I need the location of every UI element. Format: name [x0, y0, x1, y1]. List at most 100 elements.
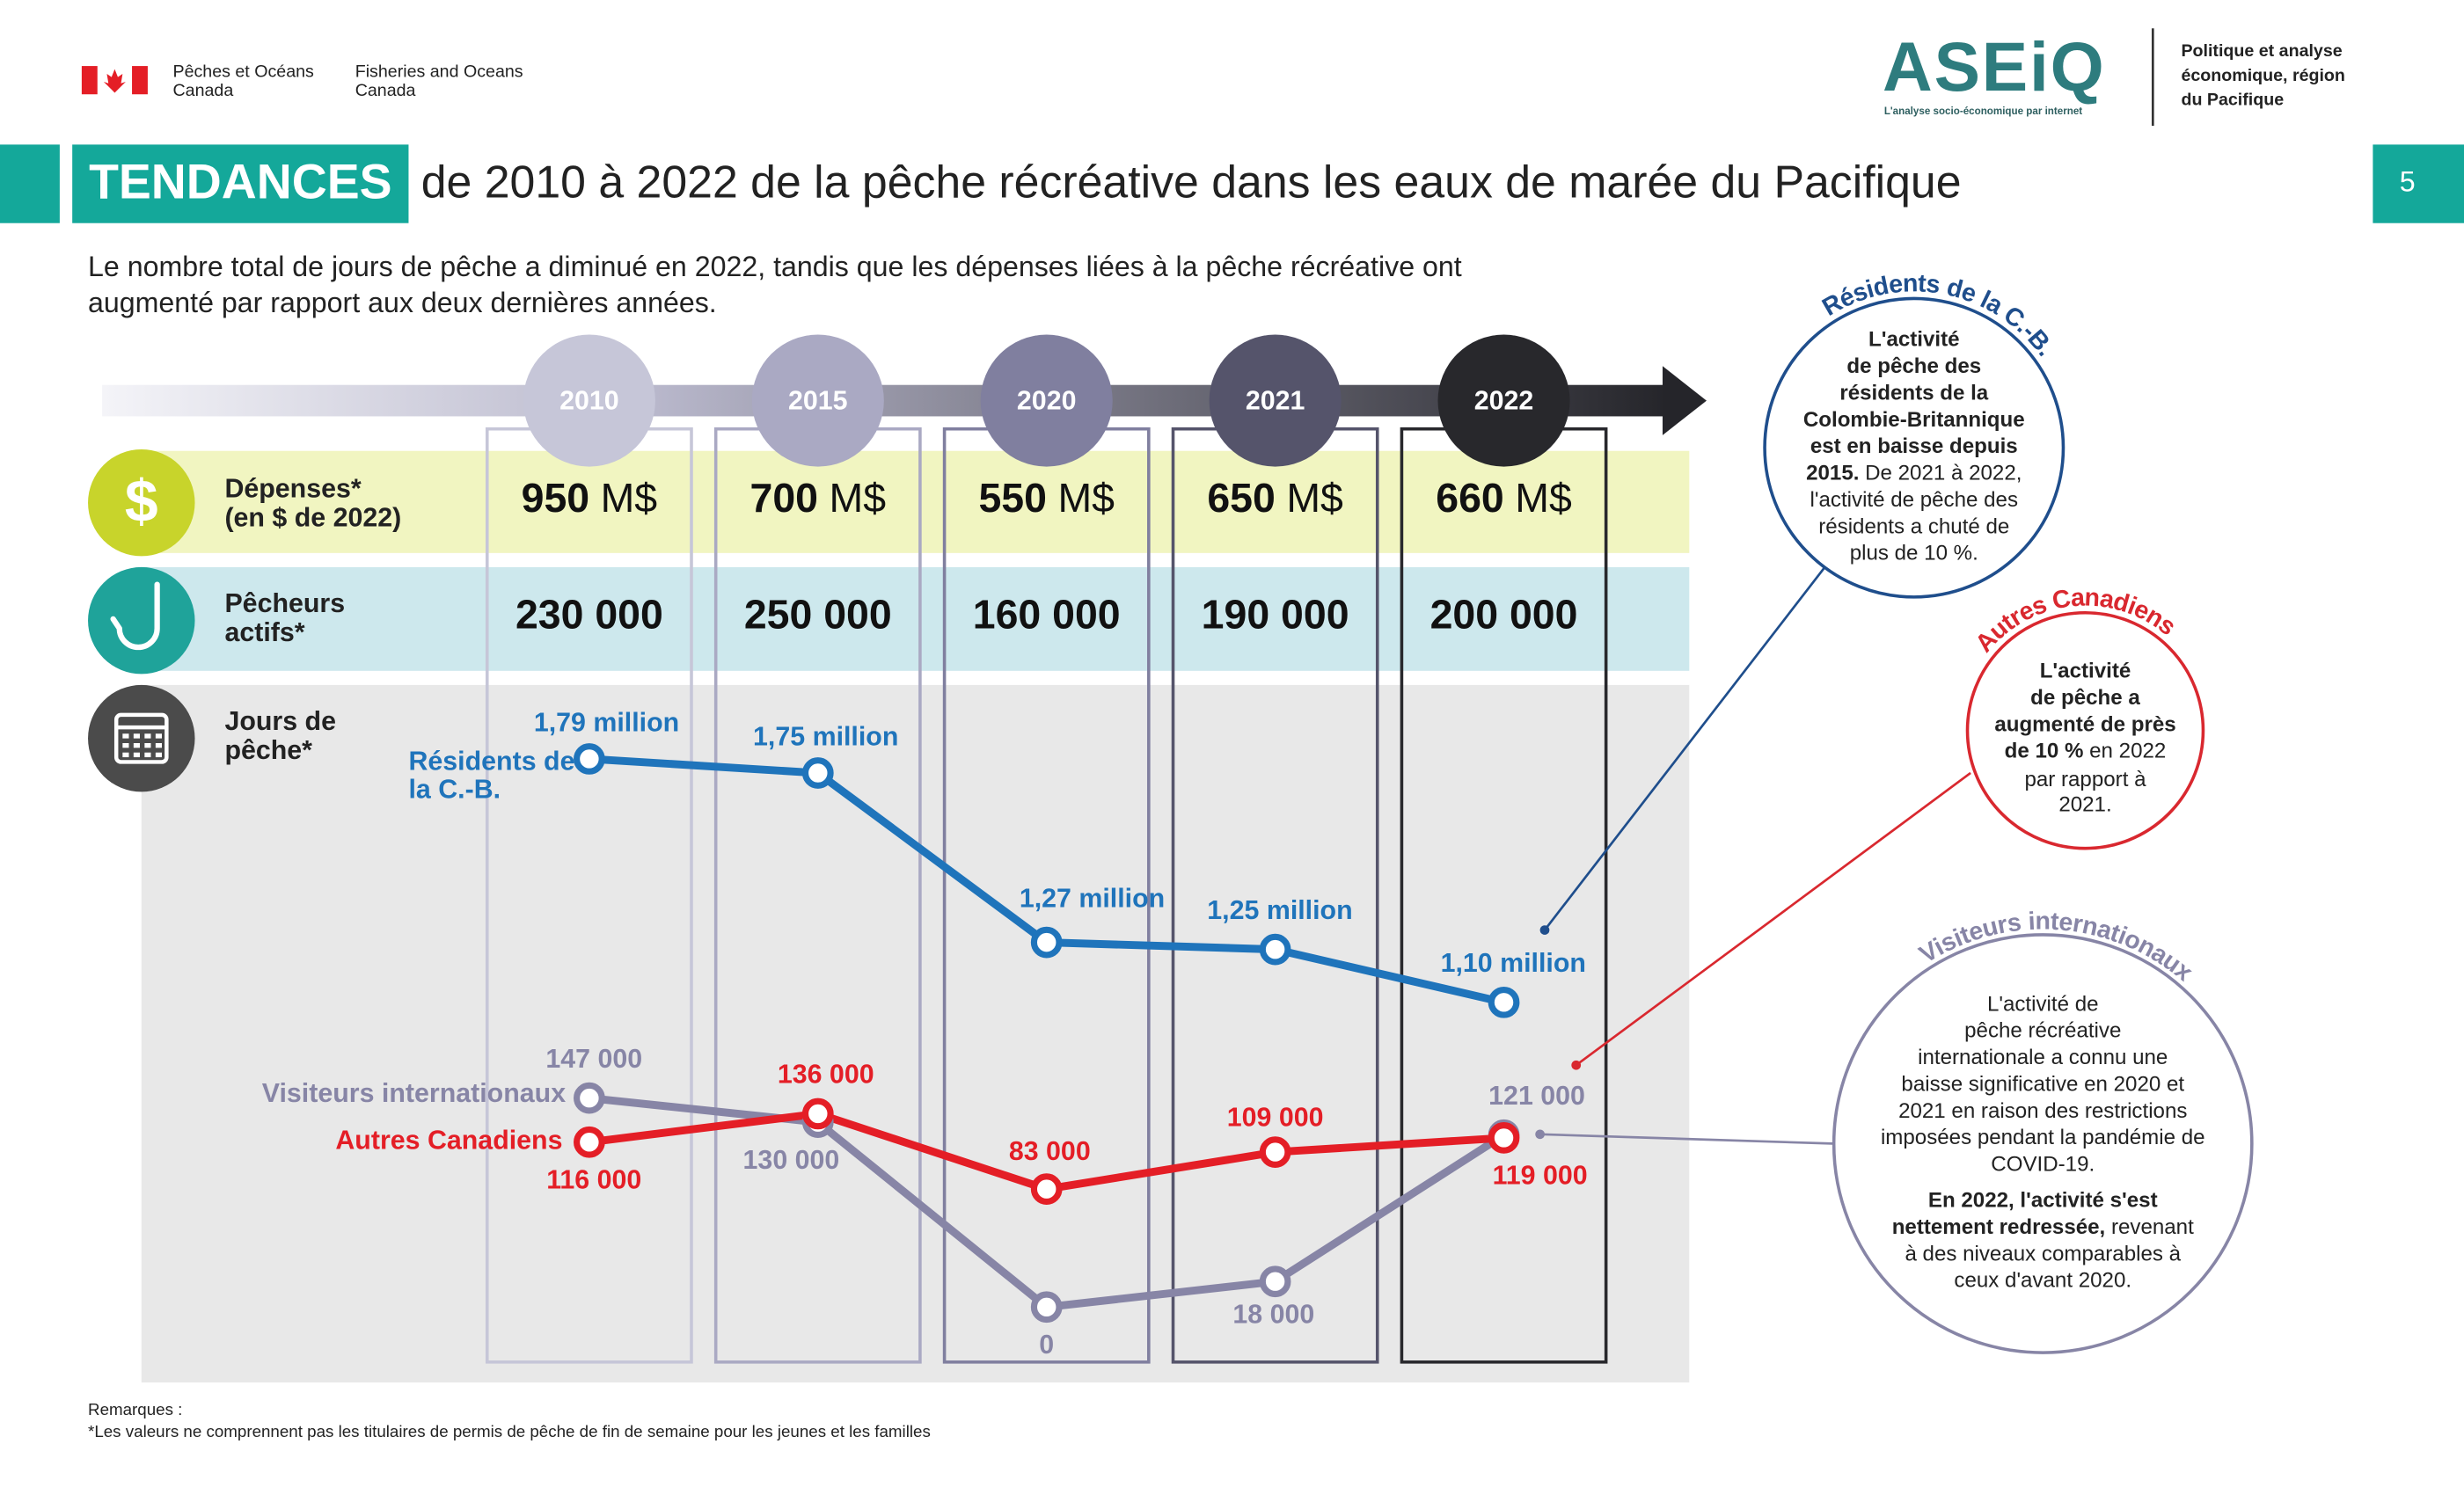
callout-segment: L'activité — [1868, 328, 1960, 352]
callout-line: COVID-19. — [1991, 1153, 2095, 1177]
data-label: 83 000 — [1009, 1137, 1091, 1166]
callout-segment: de pêche a — [2030, 686, 2140, 710]
callout-line: pêche récréative — [1964, 1019, 2121, 1043]
intro: Le nombre total de jours de pêche a dimi… — [88, 251, 1462, 282]
value: 950 — [522, 475, 589, 521]
callout-segment: de pêche des — [1846, 354, 1981, 378]
callout-line: Colombie-Britannique — [1803, 408, 2025, 432]
pecheurs-value: 250 000 — [744, 591, 892, 637]
data-label: 1,27 million — [1020, 884, 1165, 913]
data-label: 1,25 million — [1207, 896, 1352, 925]
data-point — [1030, 1173, 1063, 1205]
data-point — [574, 743, 605, 775]
callout-segment: COVID-19. — [1991, 1153, 2095, 1177]
callout-circle — [1965, 610, 2205, 850]
row-label: (en $ de 2022) — [224, 503, 401, 532]
callout-segment: de 10 % — [2005, 740, 2084, 763]
icon-calendar-day — [155, 752, 162, 758]
note: Remarques : — [88, 1400, 182, 1418]
year-label: 2022 — [1474, 386, 1534, 415]
callout-line: de pêche a — [2030, 686, 2140, 710]
callout-segment: revenant — [2105, 1215, 2194, 1239]
icon-hook — [110, 581, 160, 651]
unit: M$ — [1057, 475, 1115, 521]
pecheurs-value: 200 000 — [1430, 591, 1578, 637]
callout-segment: imposées pendant la pandémie de — [1881, 1127, 2205, 1150]
callout-segment: résidents a chuté de — [1818, 515, 2009, 539]
icon — [88, 566, 195, 675]
data-point — [1488, 1122, 1520, 1154]
connector-dot — [1571, 1060, 1582, 1070]
icon-calendar-day — [133, 742, 140, 748]
data-point — [1030, 926, 1063, 959]
year-label: 2020 — [1017, 386, 1077, 415]
callout-segment: ceux d'avant 2020. — [1954, 1269, 2131, 1293]
callout-segment: pêche récréative — [1964, 1019, 2121, 1043]
callout-line: l'activité de pêche des — [1810, 488, 2018, 512]
data-label: 1,75 million — [753, 723, 898, 752]
maple-leaf — [103, 69, 126, 93]
data-point — [574, 1126, 605, 1158]
unit: M$ — [1515, 475, 1572, 521]
depenses-value: 650 M$ — [1207, 475, 1343, 521]
year-circle — [1209, 334, 1342, 467]
depenses-value: 950 M$ — [522, 475, 658, 521]
icon-dollar: $ — [125, 469, 158, 535]
year-label: 2015 — [788, 386, 848, 415]
callout-line: imposées pendant la pandémie de — [1881, 1127, 2205, 1150]
callout-line: 2015. De 2021 à 2022, — [1806, 462, 2022, 485]
icon-calendar — [113, 712, 169, 764]
callout-circle — [1832, 933, 2254, 1354]
callout-line: de 10 % en 2022 — [2005, 740, 2167, 763]
callout-line: résidents de la — [1839, 382, 1988, 405]
callout-line: est en baisse depuis — [1810, 435, 2018, 459]
callout-line: L'activité — [1868, 328, 1960, 352]
icon-calendar-day — [122, 733, 129, 739]
connector-dot — [1535, 1129, 1545, 1140]
page-number: 5 — [2400, 166, 2416, 198]
tag-box — [72, 144, 409, 223]
data-point — [1030, 1291, 1063, 1324]
data-label: 18 000 — [1232, 1301, 1314, 1330]
unit: M$ — [830, 475, 887, 521]
unit-name: Politique et analyse — [2181, 41, 2342, 61]
dept-en: Canada — [355, 81, 416, 100]
band — [0, 144, 60, 223]
callout-line: augmenté de près — [1994, 713, 2175, 737]
title: de 2010 à 2022 de la pêche récréative da… — [421, 157, 1962, 208]
year-circle — [523, 334, 655, 467]
logo-tagline: L'analyse socio-économique par internet — [1884, 106, 2082, 117]
icon-calendar-day — [144, 752, 151, 758]
year-circle — [751, 334, 884, 467]
data-point — [801, 1098, 834, 1130]
data-label: 136 000 — [778, 1061, 874, 1090]
callout-line: En 2022, l'activité s'est — [1928, 1189, 2158, 1213]
callout-segment: en 2022 — [2083, 740, 2166, 763]
callout-segment: L'activité — [2040, 660, 2131, 683]
data-label: 116 000 — [546, 1165, 641, 1194]
callout-line: L'activité — [2040, 660, 2131, 683]
unit-name: économique, région — [2181, 66, 2344, 85]
callout-line: nettement redressée, revenant — [1892, 1215, 2194, 1239]
series-name: Visiteurs internationaux — [262, 1079, 566, 1108]
flag-bar — [81, 66, 98, 95]
series-name: Autres Canadiens — [335, 1127, 562, 1156]
callout-line: internationale a connu une — [1918, 1046, 2168, 1069]
note: *Les valeurs ne comprennent pas les titu… — [88, 1422, 931, 1440]
icon-calendar-day — [144, 733, 151, 739]
connector — [1543, 565, 1827, 931]
pecheurs-value: 230 000 — [515, 591, 663, 637]
row-label: Pêcheurs — [224, 589, 345, 618]
data-point — [1259, 1136, 1291, 1168]
band-pecheurs — [141, 566, 1690, 671]
tag: TENDANCES — [89, 154, 391, 208]
icon-calendar-day — [144, 742, 151, 748]
value: 550 — [978, 475, 1046, 521]
series-name-box: Résidents de la C.-B. — [408, 748, 574, 803]
year-label: 2021 — [1246, 386, 1305, 415]
page-box — [2373, 144, 2464, 223]
dept-en: Fisheries and Oceans — [355, 62, 523, 81]
callout-segment: 2015. — [1806, 462, 1859, 485]
callout-line: baisse significative en 2020 et — [1901, 1073, 2184, 1097]
